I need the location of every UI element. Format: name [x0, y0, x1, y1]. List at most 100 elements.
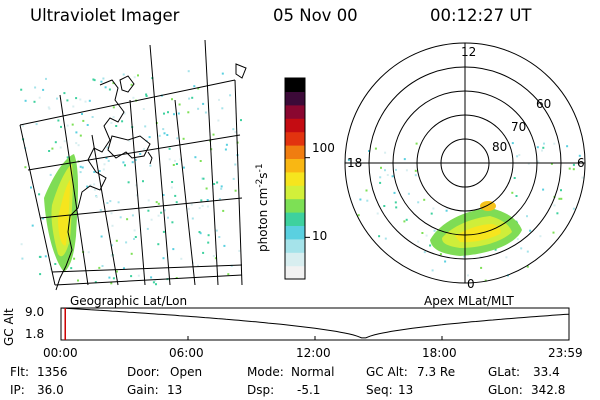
- noise-pixel: [93, 79, 96, 82]
- noise-pixel: [198, 207, 201, 210]
- noise-pixel: [157, 202, 160, 205]
- mode-label: Mode:: [247, 365, 284, 379]
- noise-pixel: [176, 137, 179, 140]
- noise-pixel: [93, 183, 96, 186]
- colorbar-swatch: [285, 225, 305, 240]
- noise-pixel: [131, 214, 134, 217]
- colorbar-tick-100: 100: [312, 141, 335, 155]
- noise-pixel: [191, 217, 194, 220]
- noise-pixel: [20, 88, 23, 91]
- polar-mlat-mlt-panel: [344, 42, 586, 284]
- noise-pixel: [166, 134, 169, 136]
- noise-pixel: [171, 221, 174, 224]
- noise-pixel: [94, 281, 97, 284]
- noise-pixel: [526, 250, 529, 253]
- noise-pixel: [110, 254, 113, 257]
- noise-pixel: [553, 204, 556, 207]
- noise-pixel: [49, 173, 52, 176]
- noise-pixel: [430, 212, 433, 215]
- noise-pixel: [66, 99, 69, 102]
- unit-prefix: photon cm: [256, 187, 270, 252]
- noise-pixel: [221, 72, 224, 75]
- noise-pixel: [543, 142, 545, 145]
- noise-pixel: [89, 184, 92, 187]
- noise-pixel: [526, 215, 528, 218]
- mlt-label-12: 12: [461, 45, 477, 59]
- noise-pixel: [423, 198, 426, 201]
- noise-pixel: [558, 197, 561, 200]
- noise-pixel: [162, 194, 165, 196]
- noise-pixel: [379, 176, 382, 179]
- door-label: Door:: [127, 365, 160, 379]
- noise-pixel: [240, 119, 242, 122]
- noise-pixel: [205, 187, 208, 190]
- noise-pixel: [144, 125, 147, 128]
- noise-pixel: [163, 132, 166, 135]
- noise-pixel: [359, 198, 362, 201]
- noise-pixel: [393, 191, 396, 194]
- noise-pixel: [368, 150, 370, 152]
- time-label: 00:12:27 UT: [430, 6, 532, 25]
- noise-pixel: [553, 142, 556, 145]
- noise-pixel: [222, 209, 225, 212]
- noise-pixel: [484, 279, 487, 282]
- altitude-plot: [60, 307, 570, 341]
- noise-pixel: [24, 99, 27, 102]
- altitude-ytick-9: 9.0: [25, 305, 45, 319]
- noise-pixel: [347, 159, 350, 161]
- geo-coastlines: [55, 63, 247, 291]
- noise-pixel: [147, 209, 150, 212]
- noise-pixel: [423, 251, 426, 254]
- noise-pixel: [190, 203, 193, 206]
- noise-pixel: [357, 214, 360, 217]
- noise-pixel: [234, 131, 237, 134]
- noise-pixel: [100, 80, 103, 83]
- noise-pixel: [380, 166, 382, 169]
- noise-pixel: [38, 255, 41, 258]
- gain-field: Gain: 13: [127, 383, 182, 397]
- flt-field: Flt: 1356: [10, 365, 68, 379]
- noise-pixel: [133, 229, 136, 232]
- noise-pixel: [51, 147, 54, 150]
- noise-pixel: [110, 282, 113, 285]
- dsp-label: Dsp:: [247, 383, 275, 397]
- noise-pixel: [537, 160, 540, 163]
- noise-pixel: [162, 257, 165, 260]
- noise-pixel: [47, 106, 50, 109]
- noise-pixel: [212, 255, 215, 257]
- date-label: 05 Nov 00: [273, 6, 358, 25]
- noise-pixel: [520, 247, 523, 250]
- noise-pixel: [109, 200, 112, 203]
- noise-pixel: [518, 154, 521, 156]
- polar-speckle-noise: [345, 142, 584, 282]
- noise-pixel: [221, 107, 224, 110]
- noise-pixel: [479, 255, 482, 258]
- noise-pixel: [122, 161, 125, 164]
- ip-value: 36.0: [37, 383, 64, 397]
- noise-pixel: [82, 119, 85, 122]
- noise-pixel: [59, 146, 62, 149]
- noise-pixel: [560, 197, 563, 200]
- noise-pixel: [238, 249, 241, 252]
- noise-pixel: [81, 113, 83, 115]
- noise-pixel: [444, 260, 447, 263]
- noise-pixel: [126, 218, 129, 221]
- noise-pixel: [206, 205, 209, 208]
- noise-pixel: [125, 241, 128, 244]
- seq-field: Seq: 13: [366, 383, 413, 397]
- noise-pixel: [386, 174, 389, 176]
- noise-pixel: [403, 220, 406, 223]
- noise-pixel: [121, 120, 124, 123]
- noise-pixel: [168, 158, 171, 161]
- noise-pixel: [137, 74, 139, 77]
- noise-pixel: [191, 96, 194, 99]
- noise-pixel: [414, 169, 417, 172]
- noise-pixel: [110, 121, 113, 124]
- noise-pixel: [207, 241, 210, 244]
- noise-pixel: [112, 106, 115, 109]
- noise-pixel: [54, 141, 57, 144]
- noise-pixel: [112, 277, 115, 280]
- noise-pixel: [414, 174, 417, 177]
- noise-pixel: [172, 164, 175, 166]
- noise-pixel: [163, 112, 165, 115]
